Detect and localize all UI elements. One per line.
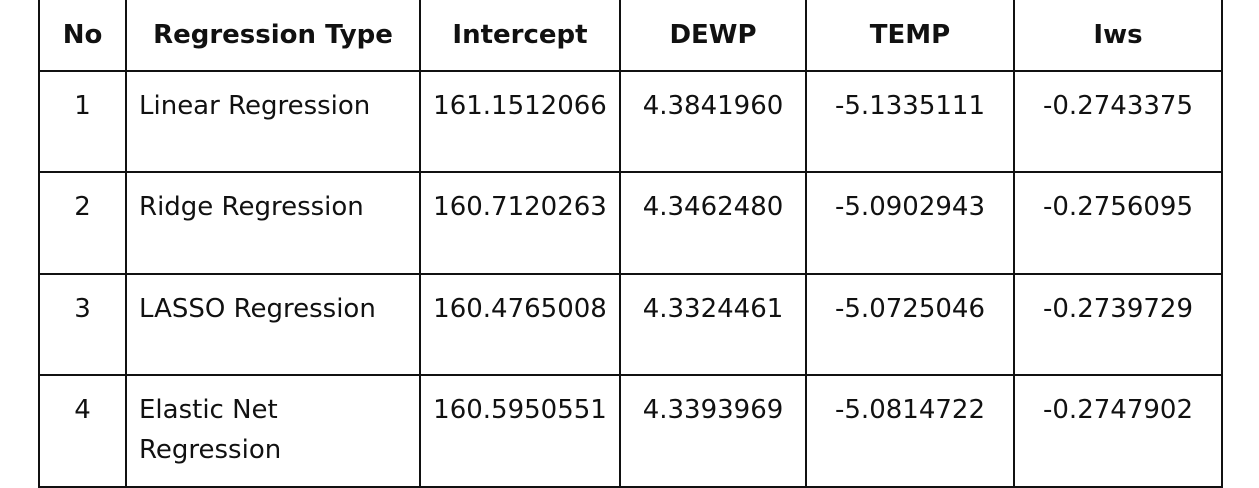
cell-no: 1 bbox=[38, 69, 127, 174]
cell-intercept: 160.7120263 bbox=[419, 171, 621, 275]
cell-iws: -0.2739729 bbox=[1013, 272, 1223, 377]
cell-regression-type: LASSO Regression bbox=[125, 272, 421, 377]
cell-iws: -0.2747902 bbox=[1013, 374, 1223, 488]
header-no: No bbox=[38, 0, 127, 72]
table-row: 3 LASSO Regression 160.4765008 4.3324461… bbox=[38, 272, 1223, 377]
table-row: 1 Linear Regression 161.1512066 4.384196… bbox=[38, 69, 1223, 174]
cell-no: 3 bbox=[38, 272, 127, 377]
header-regression-type: Regression Type bbox=[125, 0, 421, 72]
header-row: No Regression Type Intercept DEWP TEMP I… bbox=[38, 0, 1223, 72]
cell-dewp: 4.3393969 bbox=[619, 374, 807, 488]
cell-iws: -0.2756095 bbox=[1013, 171, 1223, 275]
header-dewp: DEWP bbox=[619, 0, 807, 72]
regression-coefficients-table: No Regression Type Intercept DEWP TEMP I… bbox=[38, 0, 1223, 488]
cell-dewp: 4.3324461 bbox=[619, 272, 807, 377]
table-header: No Regression Type Intercept DEWP TEMP I… bbox=[38, 0, 1223, 72]
table-body: 1 Linear Regression 161.1512066 4.384196… bbox=[38, 69, 1223, 488]
cell-intercept: 160.4765008 bbox=[419, 272, 621, 377]
cell-intercept: 160.5950551 bbox=[419, 374, 621, 488]
cell-dewp: 4.3841960 bbox=[619, 69, 807, 174]
table-row: 4 Elastic Net Regression 160.5950551 4.3… bbox=[38, 374, 1223, 488]
cell-temp: -5.0902943 bbox=[805, 171, 1015, 275]
cell-temp: -5.0725046 bbox=[805, 272, 1015, 377]
header-temp: TEMP bbox=[805, 0, 1015, 72]
cell-temp: -5.1335111 bbox=[805, 69, 1015, 174]
cell-intercept: 161.1512066 bbox=[419, 69, 621, 174]
cell-temp: -5.0814722 bbox=[805, 374, 1015, 488]
header-iws: Iws bbox=[1013, 0, 1223, 72]
cell-regression-type: Ridge Regression bbox=[125, 171, 421, 275]
cell-dewp: 4.3462480 bbox=[619, 171, 807, 275]
header-intercept: Intercept bbox=[419, 0, 621, 72]
cell-regression-type: Linear Regression bbox=[125, 69, 421, 174]
cell-regression-type: Elastic Net Regression bbox=[125, 374, 421, 488]
table-row: 2 Ridge Regression 160.7120263 4.3462480… bbox=[38, 171, 1223, 275]
cell-no: 2 bbox=[38, 171, 127, 275]
cell-iws: -0.2743375 bbox=[1013, 69, 1223, 174]
cell-no: 4 bbox=[38, 374, 127, 488]
